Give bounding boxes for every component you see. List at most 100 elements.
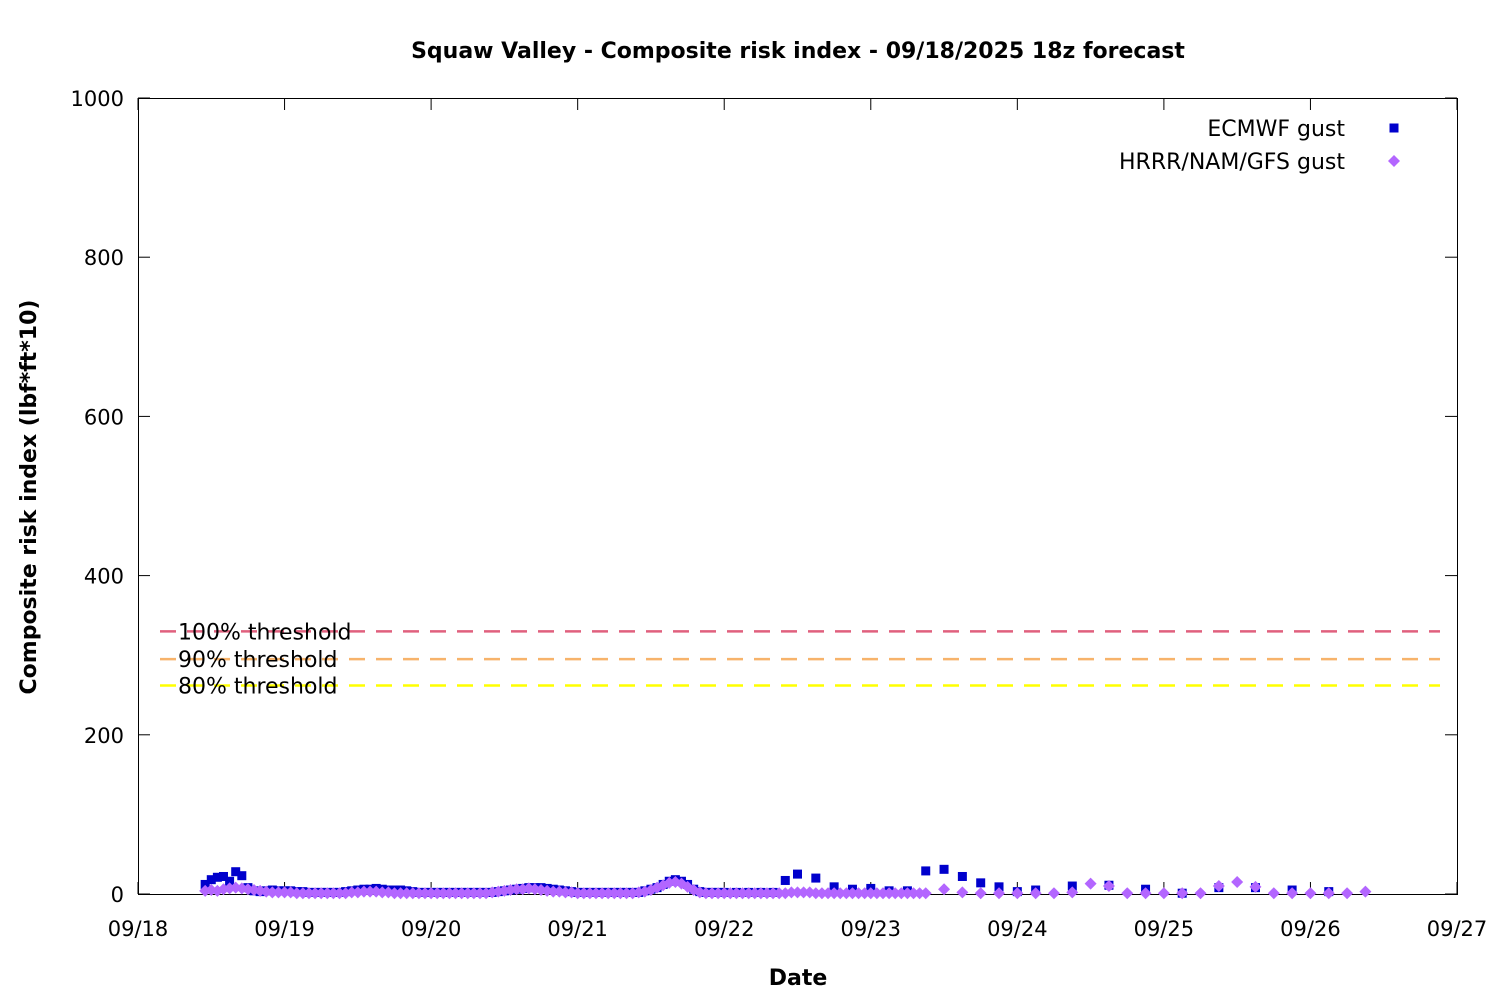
x-tick-label: 09/23 (841, 917, 902, 941)
data-point (547, 885, 560, 898)
y-axis-label: Composite risk index (lbf*ft*10) (17, 300, 42, 695)
data-point (828, 887, 841, 900)
data-point (822, 887, 835, 900)
data-point (1157, 887, 1170, 900)
data-point (938, 883, 951, 896)
data-point (315, 887, 328, 900)
x-tick-label: 09/27 (1427, 917, 1488, 941)
data-point (712, 887, 725, 900)
data-point (797, 886, 810, 899)
data-point (993, 887, 1006, 900)
x-tick-label: 09/18 (108, 917, 169, 941)
data-point (870, 887, 883, 900)
data-point (437, 887, 450, 900)
data-point (278, 886, 291, 899)
data-point (406, 887, 419, 900)
y-tick-label: 600 (84, 405, 124, 429)
data-point (620, 887, 633, 900)
data-point (583, 887, 596, 900)
data-point (510, 883, 523, 896)
data-point (748, 887, 761, 900)
data-point (218, 871, 228, 881)
y-axis-ticks: 0 200 400 600 800 1000 (71, 87, 1457, 907)
data-point (206, 875, 216, 885)
data-point (994, 882, 1004, 892)
data-point (1322, 887, 1335, 900)
data-point (1011, 887, 1024, 900)
data-point (1121, 887, 1134, 900)
data-point (290, 887, 303, 900)
data-point (785, 886, 798, 899)
data-point (449, 887, 462, 900)
y-tick-label: 0 (111, 883, 124, 907)
data-point (858, 887, 871, 900)
data-point (602, 887, 615, 900)
data-point (699, 887, 712, 900)
data-point (309, 887, 322, 900)
data-point (400, 887, 413, 900)
data-series (199, 864, 1372, 900)
data-point (443, 887, 456, 900)
threshold-label: 90% threshold (178, 648, 338, 673)
data-point (956, 886, 969, 899)
data-point (1139, 887, 1152, 900)
data-point (1341, 887, 1354, 900)
data-point (730, 887, 743, 900)
data-point (266, 886, 279, 899)
data-point (815, 887, 828, 900)
data-point (901, 887, 914, 900)
data-point (957, 871, 967, 881)
y-tick-label: 200 (84, 724, 124, 748)
data-point (431, 887, 444, 900)
data-point (1249, 880, 1262, 893)
chart-title: Squaw Valley - Composite risk index - 09… (411, 39, 1185, 64)
data-point (394, 887, 407, 900)
data-point (200, 879, 210, 889)
data-point (907, 887, 920, 900)
data-point (1084, 877, 1097, 890)
series-hrrr-nam-gfs-gust (199, 876, 1372, 900)
data-point (425, 887, 438, 900)
data-point (577, 887, 590, 900)
data-point (840, 887, 853, 900)
data-point (571, 887, 584, 900)
data-point (754, 887, 767, 900)
data-point (248, 884, 261, 897)
x-tick-label: 09/20 (401, 917, 462, 941)
legend-label: ECMWF gust (1207, 117, 1345, 142)
data-point (1047, 887, 1060, 900)
data-point (461, 887, 474, 900)
data-point (473, 887, 486, 900)
data-point (388, 887, 401, 900)
data-point (376, 886, 389, 899)
data-point (883, 887, 896, 900)
data-point (608, 887, 621, 900)
x-tick-label: 09/26 (1280, 917, 1341, 941)
data-point (780, 875, 790, 885)
data-point (809, 887, 822, 900)
data-point (467, 887, 480, 900)
legend: ECMWF gust HRRR/NAM/GFS gust (1119, 117, 1400, 175)
data-point (614, 887, 627, 900)
threshold-label: 80% threshold (178, 674, 338, 699)
data-point (272, 886, 285, 899)
data-point (876, 887, 889, 900)
data-point (1194, 887, 1207, 900)
legend-label: HRRR/NAM/GFS gust (1119, 150, 1345, 175)
y-tick-label: 1000 (71, 87, 124, 111)
data-point (834, 887, 847, 900)
data-point (1231, 876, 1244, 889)
data-point (736, 887, 749, 900)
data-point (889, 887, 902, 900)
data-point (767, 887, 780, 900)
x-axis-label: Date (769, 966, 828, 991)
data-point (455, 887, 468, 900)
plot-frame (138, 98, 1458, 895)
data-point (364, 885, 377, 898)
data-point (829, 882, 839, 892)
data-point (724, 887, 737, 900)
data-point (1304, 887, 1317, 900)
data-point (1359, 885, 1372, 898)
